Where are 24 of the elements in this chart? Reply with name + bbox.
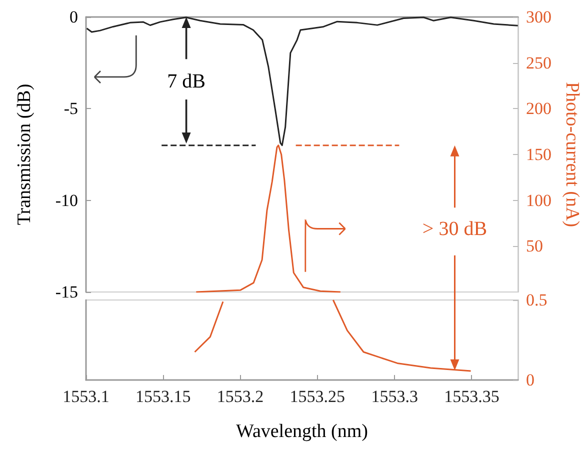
y2-tick-label: 200 <box>526 99 552 118</box>
y-tick-label: 0 <box>70 8 78 26</box>
x-tick-label: 1553.1 <box>62 387 110 406</box>
y2-tick-label: 50 <box>526 236 543 256</box>
y2-tick-label: 100 <box>526 190 552 210</box>
annotation: > 30 dB <box>422 218 488 240</box>
y-tick-label: -5 <box>64 99 78 118</box>
x-axis-title: Wavelength (nm) <box>236 421 368 442</box>
x-tick-label: 1553.2 <box>216 387 264 406</box>
y2-tick-label: 150 <box>526 145 552 164</box>
annotation: 7 dB <box>167 70 206 93</box>
y-tick-label: -10 <box>55 190 78 210</box>
y-axis-title: Transmission (dB) <box>14 84 35 226</box>
line-series <box>195 144 342 293</box>
y2-tick-label: 0.5 <box>526 290 548 310</box>
y2-tick-label: 300 <box>526 8 552 26</box>
y2-tick-label: 250 <box>526 53 552 72</box>
y2-tick-label: 0 <box>526 370 534 390</box>
y-tick-label: -15 <box>55 282 78 302</box>
y2-axis-title: Photo-current (nA) <box>561 82 582 228</box>
x-tick-label: 1553.15 <box>136 387 191 406</box>
x-tick-label: 1553.25 <box>290 387 346 406</box>
x-tick-label: 1553.3 <box>371 387 418 406</box>
x-tick-label: 1553.35 <box>444 387 500 406</box>
